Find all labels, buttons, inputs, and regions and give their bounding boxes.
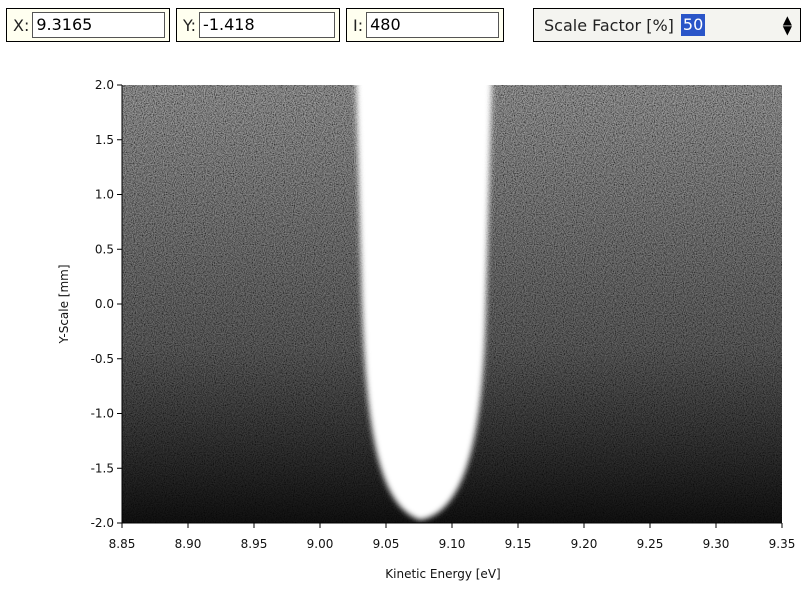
y-readout: Y: -1.418 (176, 8, 340, 42)
x-tick-label: 9.35 (769, 537, 796, 551)
y-field[interactable]: -1.418 (199, 12, 335, 38)
x-tick-label: 8.90 (175, 537, 202, 551)
y-tick-label: 0.0 (95, 297, 114, 311)
x-tick-label: 8.95 (241, 537, 268, 551)
y-tick-label: -1.5 (91, 461, 114, 475)
y-axis-label: Y-Scale [mm] (57, 264, 71, 344)
scale-field[interactable]: 50 (680, 14, 706, 36)
x-tick-label: 9.15 (505, 537, 532, 551)
x-tick-label: 9.20 (571, 537, 598, 551)
label: Y: (183, 15, 197, 35)
spinner[interactable]: ▲ ▼ (782, 13, 792, 37)
i-readout: I: 480 (346, 8, 504, 42)
label: Scale Factor [%] (544, 15, 674, 35)
x-tick-label: 9.10 (439, 537, 466, 551)
x-axis-label: Kinetic Energy [eV] (385, 567, 500, 581)
y-tick-label: -2.0 (91, 516, 114, 530)
x-readout: X: 9.3165 (6, 8, 170, 42)
y-tick-label: 1.0 (95, 188, 114, 202)
y-tick-label: 1.5 (95, 133, 114, 147)
y-tick-label: 0.5 (95, 242, 114, 256)
x-tick-label: 9.05 (373, 537, 400, 551)
x-field[interactable]: 9.3165 (32, 12, 165, 38)
x-tick-label: 9.00 (307, 537, 334, 551)
image (122, 85, 782, 523)
scale-control: Scale Factor [%] 50 ▲ ▼ (533, 8, 801, 42)
x-tick-label: 9.30 (703, 537, 730, 551)
y-tick-label: -1.0 (91, 407, 114, 421)
y-tick-label: -0.5 (91, 352, 114, 366)
x-tick-label: 8.85 (109, 537, 136, 551)
label: I: (353, 15, 364, 35)
x-tick-label: 9.25 (637, 537, 664, 551)
label: X: (13, 15, 30, 35)
i-field[interactable]: 480 (366, 12, 499, 38)
y-tick-label: 2.0 (95, 78, 114, 92)
